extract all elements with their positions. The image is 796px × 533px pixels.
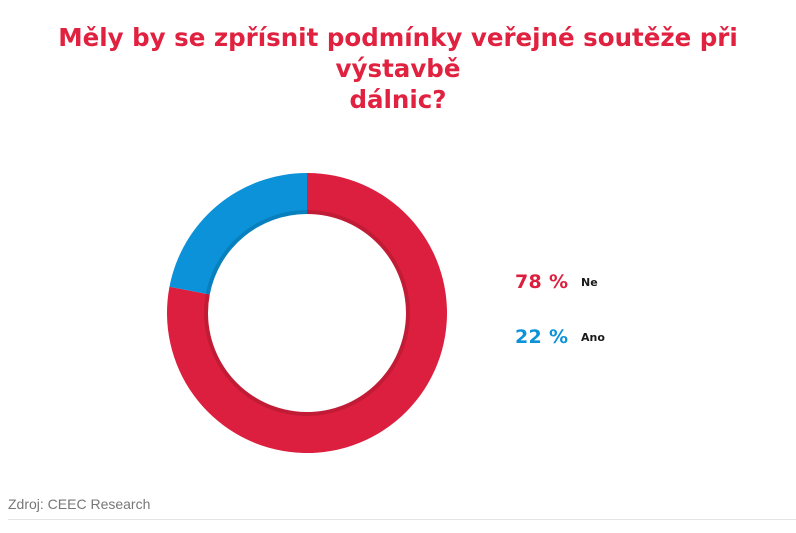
legend-label-ano: Ano — [581, 330, 605, 344]
chart-title: Měly by se zpřísnit podmínky veřejné sou… — [0, 22, 796, 115]
legend-label-ne: Ne — [581, 275, 598, 289]
legend-value-ano: 22 % — [515, 326, 569, 348]
legend-item-ano: 22 % Ano — [515, 321, 605, 353]
chart-title-line-2: dálnic? — [349, 85, 447, 114]
chart-legend: 78 % Ne 22 % Ano — [515, 266, 605, 376]
source-note: Zdroj: CEEC Research — [8, 496, 151, 512]
bottom-divider — [8, 519, 796, 520]
donut-slice-ano — [169, 173, 307, 295]
chart-title-line-1: Měly by se zpřísnit podmínky veřejné sou… — [58, 23, 738, 83]
donut-slices — [166, 173, 447, 453]
donut-inner-shadow — [204, 210, 410, 416]
legend-item-ne: 78 % Ne — [515, 266, 605, 298]
legend-value-ne: 78 % — [515, 271, 569, 293]
